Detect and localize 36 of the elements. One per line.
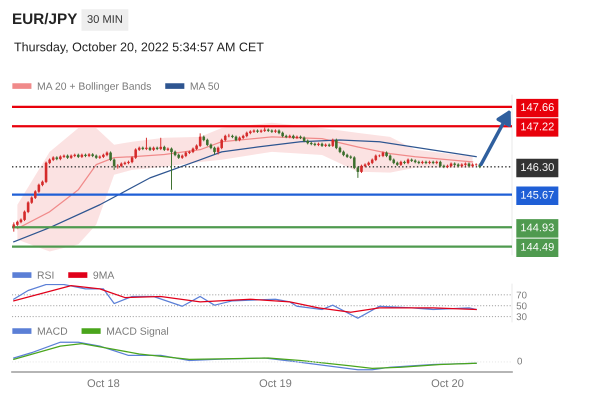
candlestick — [170, 146, 173, 190]
legend-label: MA 50 — [190, 82, 220, 90]
candlestick — [12, 222, 16, 232]
candlestick — [134, 148, 137, 160]
chart-subtitle: Thursday, October 20, 2022 5:34:57 AM CET — [14, 42, 264, 54]
y-tick-label: 147.22 — [521, 122, 554, 130]
y-tick-label: 145.67 — [521, 190, 554, 199]
candlestick — [335, 138, 338, 150]
y-tick-label: 70 — [516, 292, 527, 298]
candlestick — [145, 137, 148, 151]
candlestick — [44, 161, 48, 184]
y-tick-label: 50 — [516, 302, 527, 310]
x-tick-label: Oct 19 — [260, 379, 292, 388]
line-series — [16, 136, 474, 230]
series-label: MACD — [38, 327, 68, 335]
line-series — [13, 284, 477, 319]
x-tick-label: Oct 18 — [88, 379, 120, 388]
legend-label: RSI — [38, 271, 54, 279]
candlestick — [198, 132, 202, 148]
candlestick — [159, 137, 162, 151]
y-tick-label: 147.66 — [521, 103, 554, 112]
x-tick-label: Oct 20 — [432, 379, 464, 388]
chart-title: EUR/JPY — [13, 12, 78, 24]
y-tick-label: 146.30 — [521, 163, 554, 171]
line-series — [13, 139, 477, 242]
line-series — [13, 285, 477, 313]
y-tick-label: 144.49 — [521, 242, 554, 251]
text: 30 MIN — [87, 15, 122, 23]
candlestick — [220, 138, 223, 150]
candlestick — [353, 156, 356, 170]
legend-label: MACD Signal — [107, 327, 168, 337]
legend-label: 9MA — [93, 271, 114, 279]
ref-line-label: 0 — [517, 358, 522, 365]
legend-label: MA 20 + Bollinger Bands — [38, 82, 151, 92]
y-tick-label: 144.93 — [521, 224, 554, 232]
y-tick-label: 30 — [516, 313, 527, 320]
